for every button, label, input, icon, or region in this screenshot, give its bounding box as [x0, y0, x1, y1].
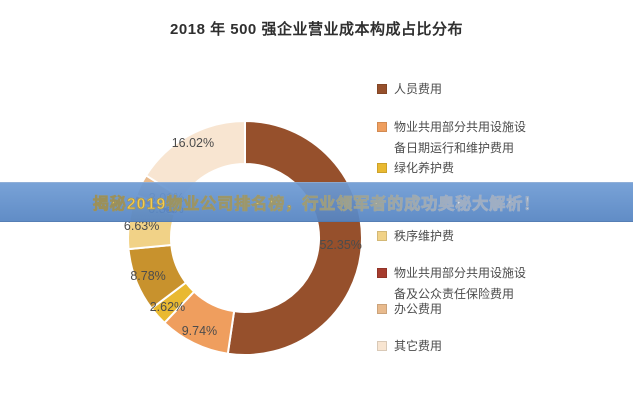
legend-label: 物业共用部分共用设施设 备及公众责任保险费用 — [394, 266, 527, 301]
legend-swatch-icon — [377, 304, 387, 314]
percent-label-7: 16.02% — [171, 136, 215, 151]
legend-item-4[interactable]: 物业共用部分共用设施设 备及公众责任保险费用 — [377, 263, 526, 305]
chart-title: 2018 年 500 强企业营业成本构成占比分布 — [170, 21, 463, 38]
legend-item-1[interactable]: 物业共用部分共用设施设 备日期运行和维护费用 — [377, 117, 526, 159]
legend-swatch-icon — [377, 84, 387, 94]
percent-label-4: 6.63% — [123, 219, 160, 234]
legend-label: 办公费用 — [394, 302, 443, 316]
legend-label: 秩序维护费 — [394, 229, 455, 243]
legend-swatch-icon — [377, 163, 387, 173]
legend-item-3[interactable]: 秩序维护费 — [377, 226, 454, 247]
legend-item-6[interactable]: 其它费用 — [377, 336, 442, 357]
legend-item-2[interactable]: 绿化养护费 — [377, 158, 454, 179]
percent-label-0: 52.35% — [319, 238, 362, 253]
legend-swatch-icon — [377, 268, 387, 278]
legend-label: 其它费用 — [394, 339, 443, 353]
legend-swatch-icon — [377, 122, 387, 132]
legend-label: 人员费用 — [394, 82, 443, 96]
legend-swatch-icon — [377, 341, 387, 351]
percent-label-1: 9.74% — [181, 324, 218, 339]
promo-banner-text: 揭秘2019物业公司排名榜，行业领军者的成功奥秘大解析！ — [92, 190, 541, 214]
legend-item-5[interactable]: 办公费用 — [377, 299, 442, 320]
legend-label: 绿化养护费 — [394, 161, 455, 175]
percent-label-2: 2.62% — [149, 300, 186, 315]
legend-label: 物业共用部分共用设施设 备日期运行和维护费用 — [394, 120, 527, 155]
legend-item-0[interactable]: 人员费用 — [377, 79, 442, 100]
legend-swatch-icon — [377, 231, 387, 241]
promo-banner: 揭秘2019物业公司排名榜，行业领军者的成功奥秘大解析！ — [0, 182, 633, 222]
percent-label-3: 8.78% — [130, 268, 166, 283]
